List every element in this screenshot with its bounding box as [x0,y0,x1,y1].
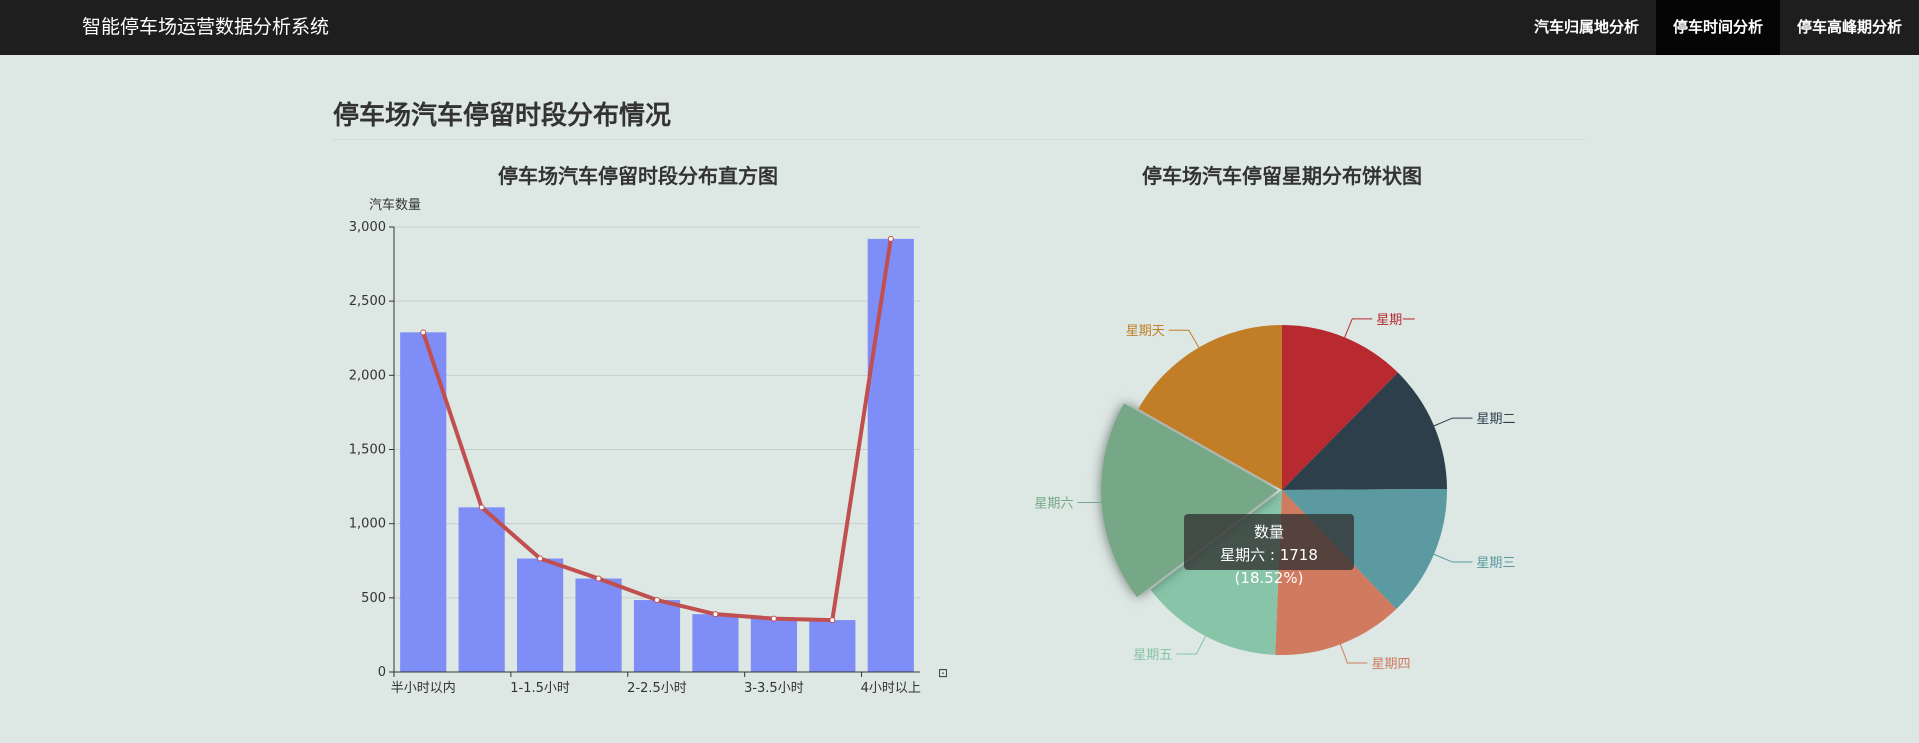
nav-item-parking-time-analysis[interactable]: 停车时间分析 [1655,0,1780,55]
legend-marker-clipped: ⊡ [938,666,948,680]
bar[interactable] [517,558,564,672]
y-tick-label: 3,000 [349,220,386,235]
page-title: 停车场汽车停留时段分布情况 [333,101,672,131]
bar[interactable] [867,238,914,672]
tooltip-title: 数量 [1253,523,1284,541]
x-tick-label: 4小时以上 [861,681,921,696]
line-point[interactable] [654,597,660,604]
nav-item-peak-analysis[interactable]: 停车高峰期分析 [1796,18,1902,36]
bar[interactable] [458,507,505,672]
pie-slice-label: 星期天 [1126,324,1165,339]
y-tick-label: 1,500 [349,443,386,458]
tooltip-text: 星期六 : 1718 (18.52%) [1220,546,1318,587]
bar-chart-y-axis-label: 汽车数量 [369,197,421,213]
top-navbar: 智能停车场运营数据分析系统 汽车归属地分析 停车时间分析 停车高峰期分析 [0,0,1919,55]
pie-slice[interactable] [1101,403,1279,598]
line-point[interactable] [887,235,894,242]
bar[interactable] [750,618,797,672]
pie-chart-title: 停车场汽车停留星期分布饼状图 [1142,164,1422,188]
y-tick-label: 1,000 [349,517,386,532]
pie-label-line [1077,500,1118,503]
y-tick-label: 2,000 [349,368,386,383]
bar[interactable] [692,614,739,672]
pie-slice[interactable] [1138,325,1282,490]
nav-item-origin-analysis[interactable]: 汽车归属地分析 [1533,18,1639,36]
pie-label-line [1433,553,1473,563]
pie-slice[interactable] [1282,372,1447,490]
pie-slice-label: 星期四 [1371,657,1410,672]
line-point[interactable] [712,611,719,618]
pie-label-line [1176,636,1207,655]
pie-slice-label: 星期三 [1476,556,1515,571]
title-divider [333,139,1586,140]
pie-label-line [1433,417,1473,427]
pie-slice-label: 星期六 [1034,496,1073,511]
y-tick-label: 2,500 [349,294,386,309]
line-point[interactable] [478,504,485,511]
pie-slice-label: 星期五 [1133,648,1172,663]
pie-slice[interactable] [1282,325,1398,490]
pie-label-line [1339,644,1368,664]
pie-slice-label: 星期一 [1376,313,1415,328]
main-nav: 汽车归属地分析 停车时间分析 停车高峰期分析 [1517,0,1919,55]
pie-slice-label: 星期二 [1476,412,1515,427]
bar[interactable] [575,578,622,672]
bar[interactable] [400,332,447,672]
pie-tooltip: 数量 星期六 : 1718 (18.52%) [1184,514,1354,587]
app-brand[interactable]: 智能停车场运营数据分析系统 [82,16,330,38]
x-tick-label: 半小时以内 [391,680,456,696]
line-point[interactable] [770,615,777,622]
line-point[interactable] [537,555,544,562]
y-tick-label: 0 [378,665,386,680]
line-point[interactable] [420,329,427,336]
x-tick-label: 3-3.5小时 [744,681,804,696]
bar[interactable] [809,620,856,672]
pie-label-line [1344,318,1373,338]
x-tick-label: 2-2.5小时 [627,681,687,696]
bar[interactable] [633,600,681,672]
bar-chart-title: 停车场汽车停留时段分布直方图 [498,164,778,188]
pie-label-line [1168,329,1200,348]
line-point[interactable] [829,617,836,624]
x-tick-label: 1-1.5小时 [510,681,570,696]
y-tick-label: 500 [361,591,386,606]
line-point[interactable] [595,575,602,582]
